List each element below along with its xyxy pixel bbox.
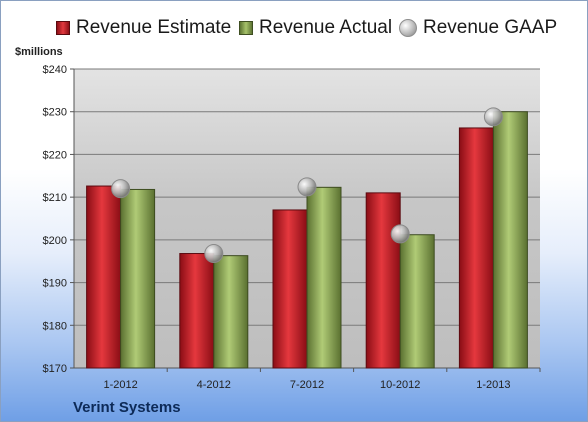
bar-revenue-estimate [365,192,401,369]
y-unit-label: $millions [15,46,63,58]
marker-revenue-gaap [483,107,503,127]
bar-revenue-actual [213,255,249,369]
bar-revenue-actual [306,186,342,369]
bar-revenue-actual [492,111,528,369]
x-tick-label: 4-2012 [197,379,231,391]
x-tick-label: 10-2012 [380,379,420,391]
legend-label-estimate: Revenue Estimate [76,17,232,38]
y-tick-label: $230 [43,107,67,119]
gaap-markers [111,107,503,264]
y-tick-label: $180 [43,320,67,332]
x-tick-label: 7-2012 [290,379,324,391]
x-tick-label: 1-2012 [103,379,137,391]
y-tick-label: $220 [43,149,67,161]
legend: Revenue Estimate Revenue Actual Revenue … [1,9,587,49]
bar-revenue-estimate [179,253,215,369]
legend-swatch-estimate [56,21,70,35]
y-tick-label: $240 [43,64,67,76]
legend-label-actual: Revenue Actual [259,17,393,38]
bar-revenue-estimate [86,185,122,369]
x-tick-label: 1-2013 [476,379,510,391]
bar-revenue-estimate [272,209,308,369]
marker-revenue-gaap [297,177,317,197]
bars [86,111,528,369]
marker-revenue-gaap [204,244,224,264]
company-name: Verint Systems [73,399,181,416]
legend-item-actual: Revenue Actual [239,17,392,39]
x-axis-ticks: 1-2012 4-2012 7-2012 10-2012 1-2013 [103,368,541,391]
y-tick-label: $210 [43,192,67,204]
bar-revenue-actual [399,234,435,369]
bar-revenue-estimate [458,127,494,369]
legend-item-estimate: Revenue Estimate [56,17,231,39]
legend-swatch-gaap [399,19,417,37]
marker-revenue-gaap [111,179,131,199]
y-tick-label: $170 [43,363,67,375]
y-tick-label: $200 [43,235,67,247]
marker-revenue-gaap [390,224,410,244]
bar-revenue-actual [120,188,156,369]
legend-label-gaap: Revenue GAAP [423,17,558,38]
legend-swatch-actual [239,21,253,35]
legend-item-gaap: Revenue GAAP [399,17,557,39]
y-tick-label: $190 [43,278,67,290]
